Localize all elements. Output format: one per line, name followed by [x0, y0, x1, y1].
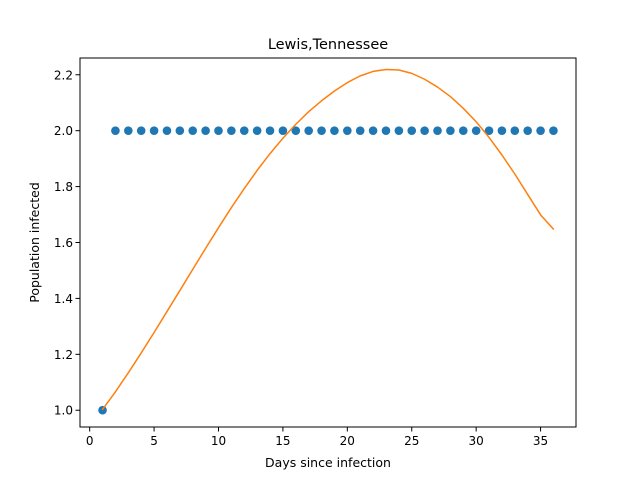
data-point	[523, 126, 532, 135]
data-point	[265, 126, 275, 135]
y-tick-label: 1.6	[54, 236, 73, 250]
chart-title: Lewis,Tennessee	[268, 37, 388, 53]
x-tick-label: 15	[275, 434, 290, 448]
x-tick-label: 0	[86, 434, 94, 448]
y-tick-label: 1.0	[54, 404, 73, 418]
data-point	[368, 126, 378, 135]
data-point	[149, 126, 159, 135]
data-point	[227, 126, 236, 135]
series-layer	[98, 68, 558, 415]
data-point	[420, 126, 429, 135]
data-point	[446, 126, 455, 135]
data-point	[484, 126, 494, 135]
y-tick-label: 2.2	[54, 68, 73, 82]
x-tick-label: 25	[404, 434, 419, 448]
plot-area	[80, 58, 576, 427]
x-tick-label: 35	[533, 434, 548, 448]
x-axis-label: Days since infection	[265, 455, 391, 470]
data-point	[510, 126, 520, 135]
data-point	[394, 126, 404, 135]
y-tick-label: 1.2	[54, 348, 73, 362]
x-tick-label: 10	[211, 434, 226, 448]
data-point	[124, 126, 133, 135]
data-point	[355, 126, 365, 135]
data-point	[136, 126, 146, 135]
x-tick-label: 5	[150, 434, 158, 448]
data-point	[536, 126, 545, 135]
series-line	[101, 68, 555, 411]
data-point	[407, 126, 417, 135]
data-point	[330, 126, 339, 135]
y-axis: 1.0 1.2 1.4 1.6 1.8 2.0 2.2	[54, 68, 80, 418]
data-point	[471, 126, 481, 135]
x-tick-label: 20	[340, 434, 355, 448]
data-point	[188, 126, 198, 135]
data-point	[252, 126, 262, 135]
y-tick-label: 1.8	[54, 180, 73, 194]
x-tick-label: 30	[469, 434, 484, 448]
data-point	[162, 126, 172, 135]
data-point	[239, 126, 249, 135]
data-point	[381, 126, 391, 135]
data-point	[549, 126, 558, 135]
data-point	[214, 126, 223, 135]
data-point	[433, 126, 442, 135]
data-point	[304, 126, 313, 135]
x-axis: 0 5 10 15 20 25 30 35	[86, 427, 548, 448]
data-point	[343, 126, 352, 135]
data-point	[201, 126, 210, 135]
data-point	[458, 126, 468, 135]
data-point	[175, 126, 185, 135]
y-axis-label: Population infected	[27, 182, 42, 303]
data-point	[111, 126, 120, 135]
data-point	[497, 126, 507, 135]
data-point	[291, 126, 301, 135]
data-point	[278, 126, 288, 135]
data-point	[317, 126, 326, 135]
data-point	[98, 405, 107, 415]
y-tick-label: 2.0	[54, 124, 73, 138]
y-tick-label: 1.4	[54, 292, 73, 306]
